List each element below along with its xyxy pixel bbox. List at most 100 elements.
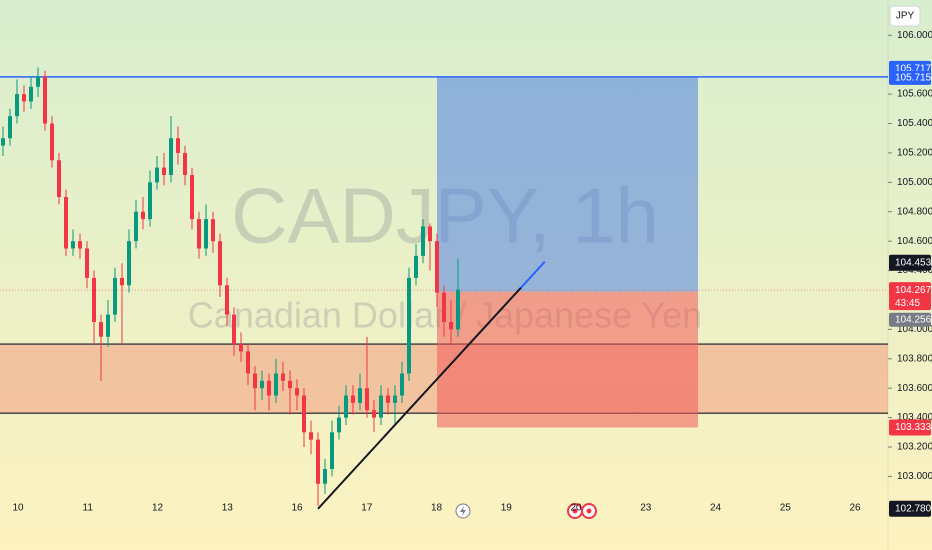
low-tag-label: 102.780 [895, 503, 932, 514]
trendline [317, 286, 522, 510]
candle-body [211, 219, 215, 242]
event-dot [572, 508, 578, 514]
y-tick-label: 105.400 [897, 118, 932, 129]
candle-body [106, 314, 110, 337]
y-tick-label: 105.600 [897, 89, 932, 100]
low-tag-bg [889, 500, 931, 517]
target-tag-bg [889, 70, 931, 85]
y-tick-label: 103.000 [897, 471, 932, 482]
stop-tag-label: 103.333 [895, 422, 932, 433]
candle-body [155, 167, 159, 183]
candle-body [358, 388, 362, 403]
plot [0, 67, 888, 510]
countdown-label: 43:45 [895, 298, 920, 309]
candle-body [267, 380, 271, 396]
candle-body [8, 116, 12, 139]
candle-body [274, 373, 278, 396]
currency-button[interactable] [889, 5, 921, 27]
candle-body [330, 432, 334, 470]
x-tick-label: 19 [501, 503, 513, 514]
level-tag-label: 105.717 [895, 64, 932, 75]
candle-body [197, 219, 201, 249]
target-box [437, 77, 698, 292]
candle-body [316, 439, 320, 484]
candle-body [169, 138, 173, 175]
y-tick-label: 106.000 [897, 30, 932, 41]
candle-body [120, 277, 124, 286]
x-tick-label: 25 [780, 503, 792, 514]
last-tag-label: 104.267 [895, 285, 932, 296]
entry-tag-bg [889, 312, 931, 327]
target-tag-label: 105.715 [895, 73, 932, 84]
candle-body [365, 388, 369, 411]
x-tick-label: 11 [83, 503, 94, 514]
x-tick-label: 24 [710, 503, 722, 514]
candle-body [204, 219, 208, 249]
candle-body [449, 322, 453, 330]
candle-body [225, 285, 229, 315]
x-tick-label: 18 [431, 503, 443, 514]
candle-body [127, 241, 131, 286]
x-tick-label: 16 [291, 503, 303, 514]
candle-body [281, 373, 285, 381]
stop-box [437, 291, 698, 428]
candle-body [295, 388, 299, 396]
candle-body [372, 410, 376, 418]
y-tick-label: 105.200 [897, 148, 932, 159]
candle-body [43, 76, 47, 124]
candle-body [141, 211, 145, 220]
candle-body [162, 167, 166, 175]
entry-tag-label: 104.256 [895, 314, 932, 325]
candle-body [435, 241, 439, 293]
y-tick-label: 104.600 [897, 236, 932, 247]
event-dot [586, 508, 592, 514]
candle-body [323, 469, 327, 484]
candle-body [92, 277, 96, 323]
candle-body [246, 351, 250, 374]
x-tick-label: 13 [222, 503, 234, 514]
last-tag-bg [889, 282, 931, 311]
trendline-end [520, 261, 546, 289]
candle-body [386, 395, 390, 403]
candle-body [421, 226, 425, 256]
candle-body [442, 292, 446, 323]
candle-body [218, 241, 222, 286]
candle-body [309, 432, 313, 440]
y-tick-label: 103.600 [897, 383, 932, 394]
candle-body [253, 373, 257, 389]
y-tick-label: 103.400 [897, 412, 932, 423]
candle-body [99, 322, 103, 337]
x-tick-label: 17 [361, 503, 373, 514]
candle-body [456, 289, 460, 330]
y-tick-label: 103.800 [897, 353, 932, 364]
stop-tag-bg [889, 419, 931, 436]
y-tick-label: 105.000 [897, 177, 932, 188]
x-tick-label: 23 [640, 503, 652, 514]
y-tick-label: 103.200 [897, 442, 932, 453]
x-tick-label: 10 [12, 503, 24, 514]
candle-body [113, 277, 117, 315]
candle-body [1, 138, 5, 146]
y-tick-label: 104.800 [897, 206, 932, 217]
candle-body [407, 277, 411, 374]
candle-body [232, 314, 236, 345]
high-tag-label: 104.453 [895, 257, 932, 268]
currency-label[interactable]: JPY [896, 11, 915, 22]
candle-body [78, 241, 82, 249]
candle-body [15, 94, 19, 117]
lightning-icon [460, 506, 466, 516]
candle-body [85, 248, 89, 278]
candle-body [176, 138, 180, 153]
candle-body [64, 197, 68, 249]
candle-body [183, 152, 187, 175]
candle-body [239, 344, 243, 352]
candle-body [428, 226, 432, 242]
candle-body [379, 395, 383, 418]
candle-body [190, 174, 194, 220]
candle-body [134, 211, 138, 242]
high-tag-bg [889, 254, 931, 271]
candle-body [36, 76, 40, 87]
candle-body [400, 373, 404, 396]
candle-body [57, 160, 61, 198]
